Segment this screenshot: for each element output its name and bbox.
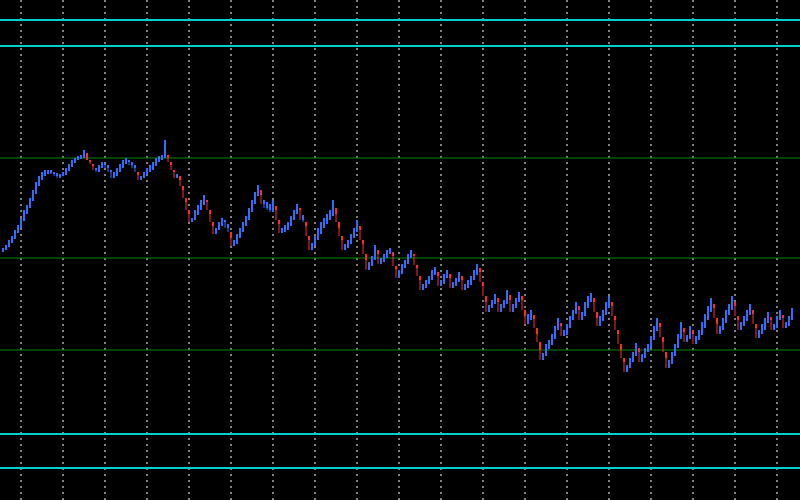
- chart-canvas: [0, 0, 800, 500]
- candlestick-chart[interactable]: [0, 0, 800, 500]
